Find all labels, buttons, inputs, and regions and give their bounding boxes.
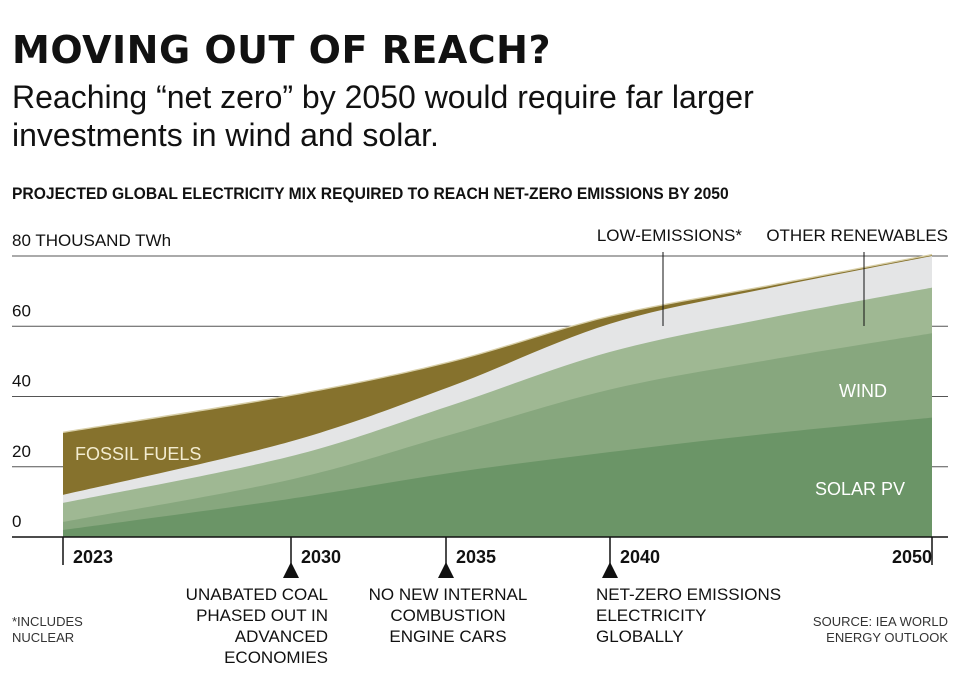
solar-pv-label: SOLAR PV — [815, 479, 905, 499]
area-solar-pv — [63, 417, 932, 537]
milestone-2040-label: NET-ZERO EMISSIONS ELECTRICITY GLOBALLY — [596, 585, 782, 646]
subtitle: Reaching “net zero” by 2050 would requir… — [12, 79, 754, 153]
x-tick-label: 2050 — [892, 547, 932, 567]
y-tick-label: 20 — [12, 442, 31, 461]
milestone-2030-label: UNABATED COAL PHASED OUT IN ADVANCED ECO… — [185, 585, 328, 667]
x-tick-label: 2023 — [73, 547, 113, 567]
milestone-triangle-icon — [438, 562, 454, 578]
milestone-triangle-icon — [283, 562, 299, 578]
y-tick-label: 80 THOUSAND TWh — [12, 231, 171, 250]
x-tick-label: 2030 — [301, 547, 341, 567]
y-tick-label: 0 — [12, 512, 21, 531]
footnote: *INCLUDES NUCLEAR — [12, 614, 83, 645]
other-renewables-label: OTHER RENEWABLES — [766, 226, 948, 245]
source-note: SOURCE: IEA WORLD ENERGY OUTLOOK — [812, 614, 948, 645]
fossil-fuels-label: FOSSIL FUELS — [75, 444, 201, 464]
wind-label: WIND — [839, 381, 887, 401]
x-tick-label: 2035 — [456, 547, 496, 567]
y-tick-label: 40 — [12, 372, 31, 391]
milestone-2035-label: NO NEW INTERNAL COMBUSTION ENGINE CARS — [368, 585, 528, 646]
headline: MOVING OUT OF REACH? — [12, 28, 552, 72]
low-emissions-label: LOW-EMISSIONS* — [597, 226, 743, 245]
x-tick-label: 2040 — [620, 547, 660, 567]
y-tick-label: 60 — [12, 301, 31, 320]
chart-title: PROJECTED GLOBAL ELECTRICITY MIX REQUIRE… — [12, 184, 729, 203]
milestone-triangle-icon — [602, 562, 618, 578]
